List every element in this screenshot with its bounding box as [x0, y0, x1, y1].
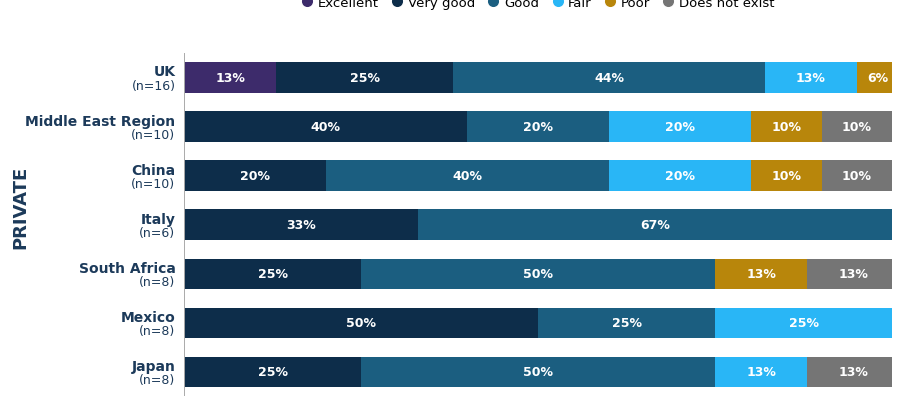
- Bar: [750, 112, 821, 142]
- Bar: [467, 112, 608, 142]
- Text: (n=10): (n=10): [131, 128, 176, 142]
- Text: 50%: 50%: [523, 268, 552, 280]
- Text: 20%: 20%: [664, 170, 694, 183]
- Text: 13%: 13%: [795, 72, 825, 85]
- Text: UK: UK: [153, 65, 176, 79]
- Text: South Africa: South Africa: [78, 261, 176, 275]
- Bar: [750, 161, 821, 191]
- Bar: [821, 161, 891, 191]
- Bar: [764, 63, 857, 93]
- Bar: [361, 357, 715, 387]
- Bar: [276, 63, 453, 93]
- Text: 13%: 13%: [745, 268, 776, 280]
- Text: 10%: 10%: [770, 121, 800, 134]
- Bar: [821, 112, 891, 142]
- Text: 40%: 40%: [452, 170, 482, 183]
- Bar: [715, 259, 807, 289]
- Text: 50%: 50%: [346, 316, 376, 330]
- Text: 40%: 40%: [311, 121, 340, 134]
- Text: 25%: 25%: [257, 366, 288, 378]
- Text: 13%: 13%: [215, 72, 244, 85]
- Text: Italy: Italy: [141, 212, 176, 226]
- Bar: [807, 357, 899, 387]
- Bar: [538, 308, 715, 338]
- Bar: [608, 161, 750, 191]
- Text: Middle East Region: Middle East Region: [26, 114, 176, 128]
- Text: 13%: 13%: [745, 366, 776, 378]
- Text: 25%: 25%: [788, 316, 818, 330]
- Bar: [184, 112, 467, 142]
- Bar: [325, 161, 608, 191]
- Text: 20%: 20%: [523, 121, 552, 134]
- Bar: [184, 259, 361, 289]
- Text: (n=16): (n=16): [131, 80, 176, 93]
- Text: Mexico: Mexico: [120, 310, 176, 324]
- Bar: [184, 210, 417, 240]
- Text: 20%: 20%: [240, 170, 269, 183]
- Text: (n=8): (n=8): [139, 324, 176, 337]
- Bar: [715, 357, 807, 387]
- Text: 67%: 67%: [640, 218, 669, 232]
- Text: Japan: Japan: [131, 359, 176, 373]
- Text: 33%: 33%: [286, 218, 315, 232]
- Text: PRIVATE: PRIVATE: [11, 165, 29, 248]
- Bar: [361, 259, 715, 289]
- Bar: [184, 161, 325, 191]
- Text: 13%: 13%: [837, 366, 868, 378]
- Text: 25%: 25%: [349, 72, 380, 85]
- Bar: [857, 63, 899, 93]
- Bar: [184, 308, 538, 338]
- Text: 20%: 20%: [664, 121, 694, 134]
- Bar: [608, 112, 750, 142]
- Text: (n=8): (n=8): [139, 373, 176, 386]
- Text: (n=10): (n=10): [131, 178, 176, 190]
- Text: 10%: 10%: [841, 121, 871, 134]
- Bar: [184, 357, 361, 387]
- Text: 44%: 44%: [594, 72, 623, 85]
- Text: 6%: 6%: [867, 72, 888, 85]
- Bar: [417, 210, 891, 240]
- Bar: [453, 63, 764, 93]
- Text: 10%: 10%: [841, 170, 871, 183]
- Bar: [807, 259, 899, 289]
- Text: 10%: 10%: [770, 170, 800, 183]
- Text: 13%: 13%: [837, 268, 868, 280]
- Bar: [715, 308, 891, 338]
- Text: 25%: 25%: [611, 316, 641, 330]
- Text: (n=8): (n=8): [139, 275, 176, 288]
- Text: 25%: 25%: [257, 268, 288, 280]
- Text: 50%: 50%: [523, 366, 552, 378]
- Text: China: China: [131, 163, 176, 177]
- Bar: [184, 63, 276, 93]
- Legend: Excellent, Very good, Good, Fair, Poor, Does not exist: Excellent, Very good, Good, Fair, Poor, …: [296, 0, 779, 16]
- Text: (n=6): (n=6): [139, 226, 176, 240]
